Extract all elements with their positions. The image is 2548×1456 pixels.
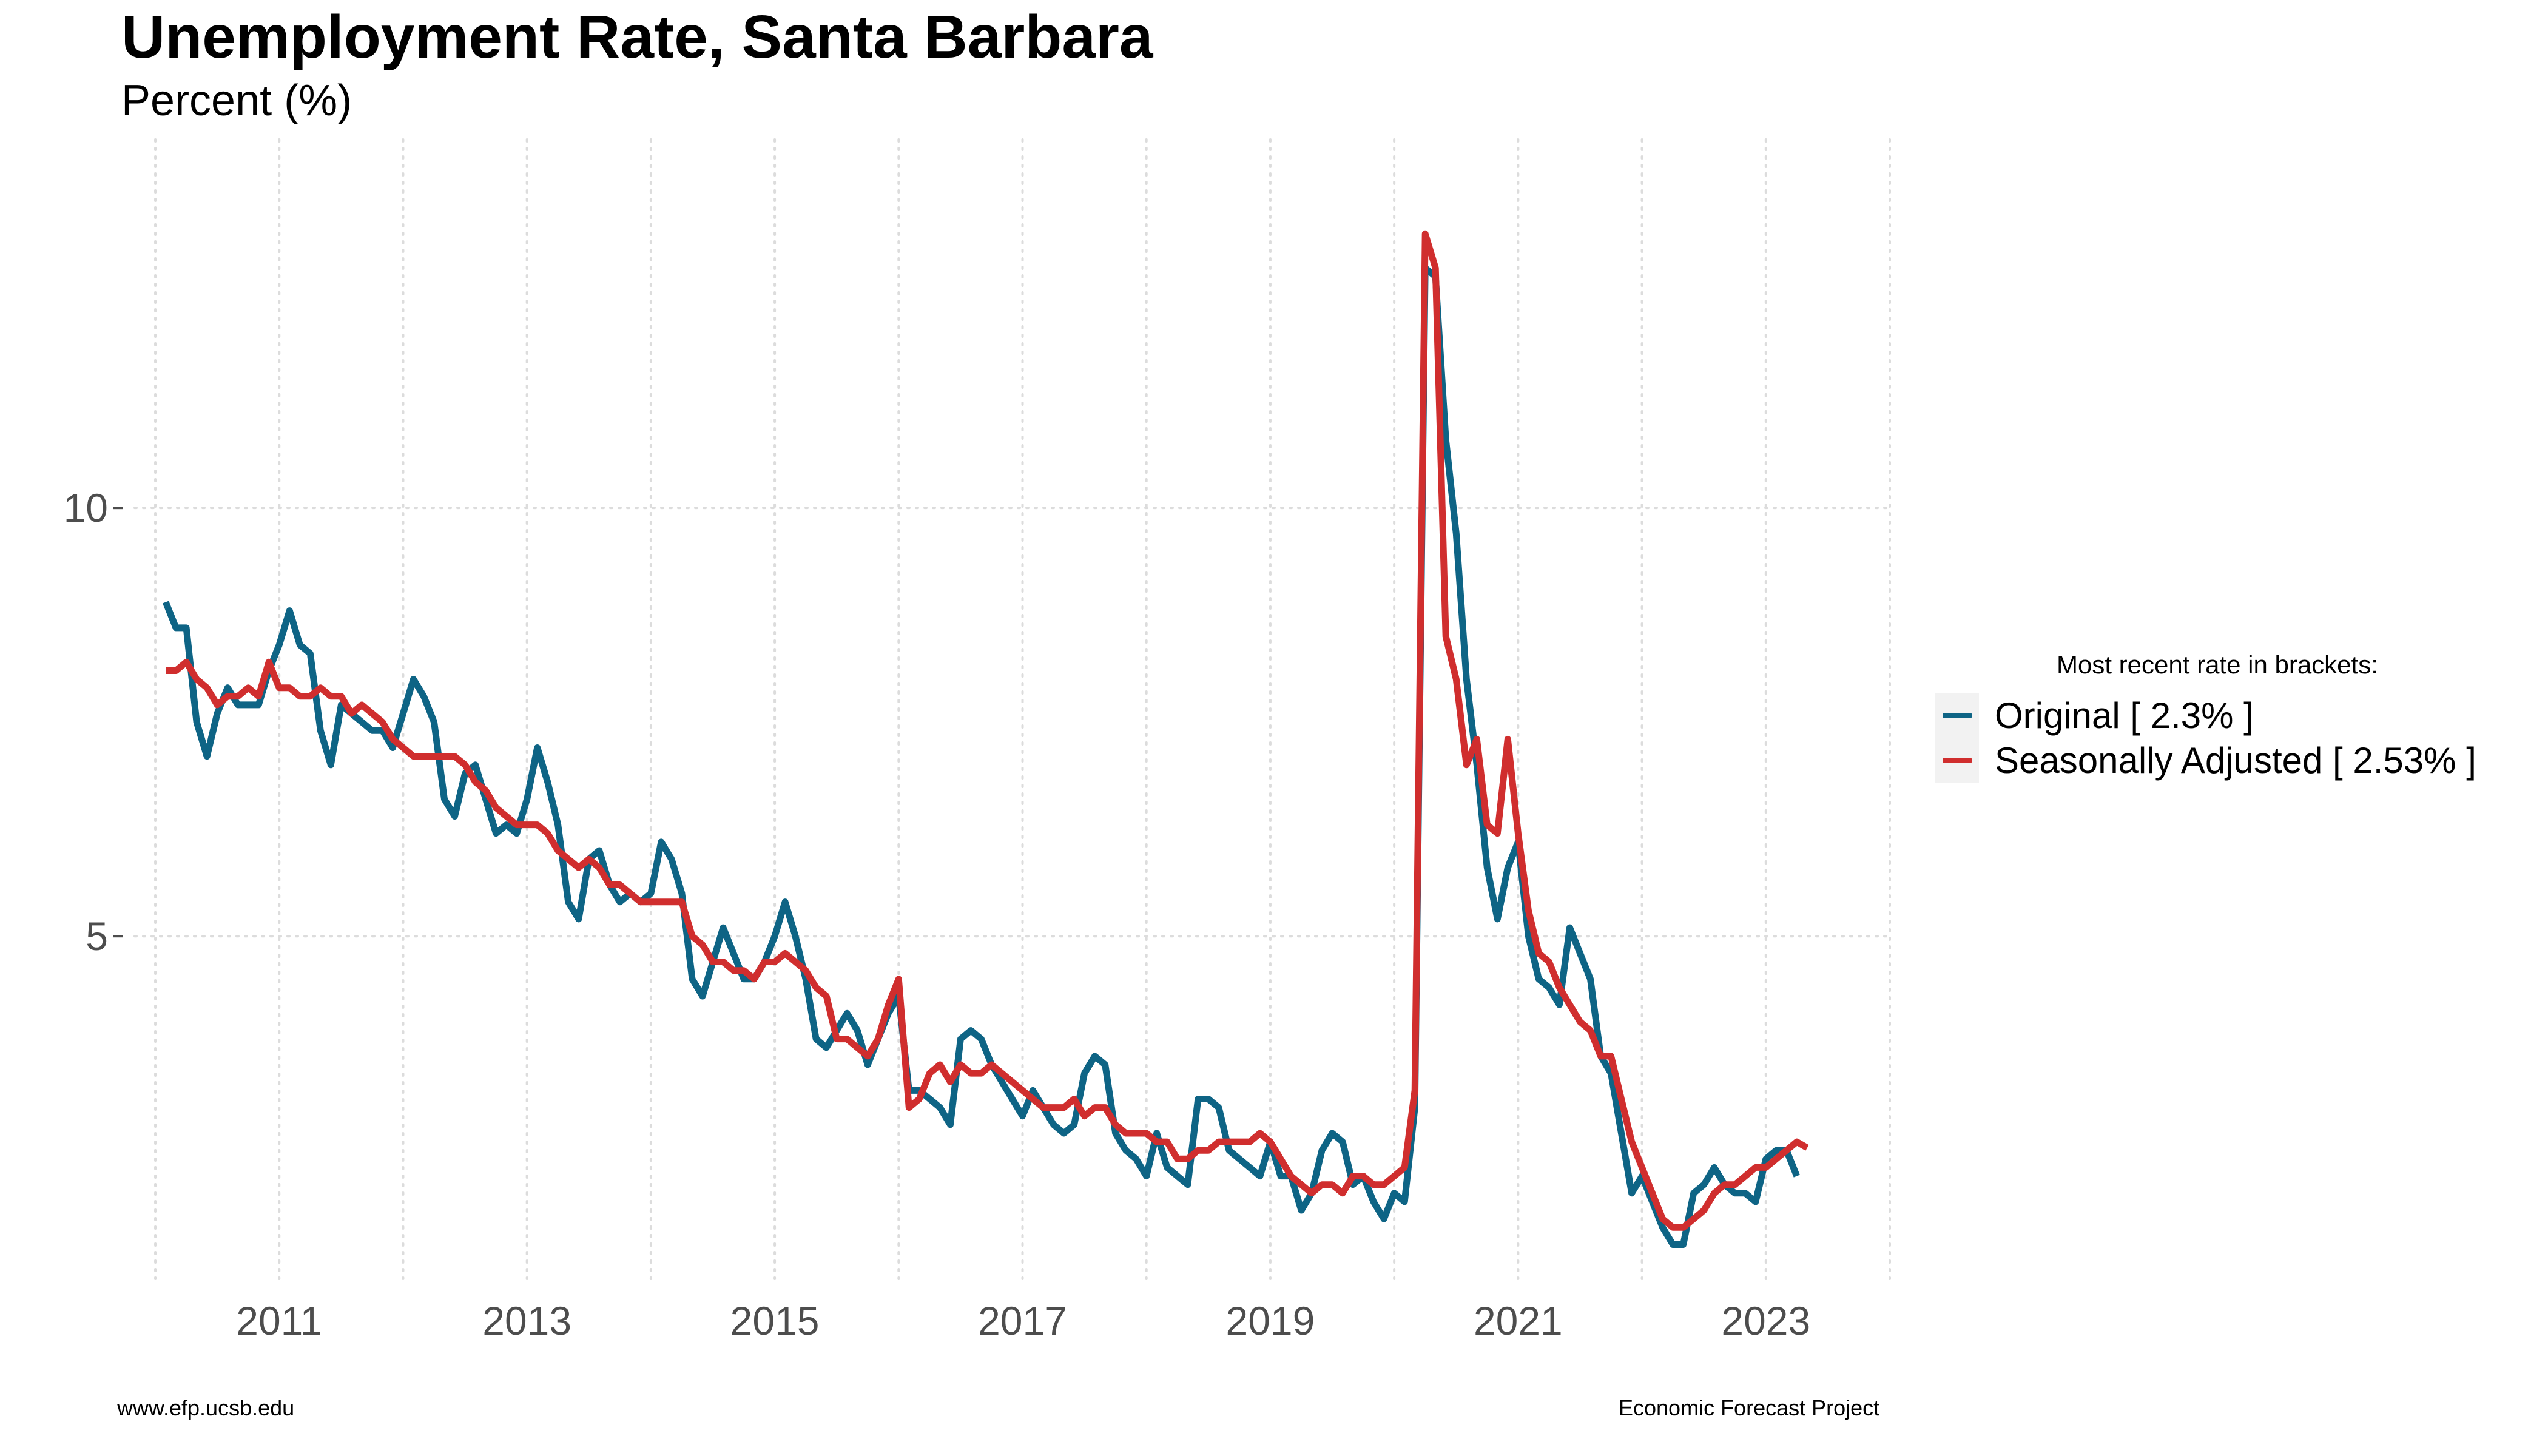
y-tick-label: 5 — [86, 914, 108, 959]
legend-label-original: Original [ 2.3% ] — [1995, 695, 2254, 736]
legend-item-seasonally-adjusted: Seasonally Adjusted [ 2.53% ] — [1935, 738, 2476, 783]
x-tick-label: 2017 — [978, 1298, 1067, 1343]
x-tick-label: 2015 — [730, 1298, 820, 1343]
x-tick-label: 2013 — [482, 1298, 571, 1343]
series-lines — [162, 230, 1809, 1248]
series-line-seasonally-adjusted — [166, 230, 1809, 1231]
grid-lines — [133, 138, 1891, 1280]
legend-label-seasonally-adjusted: Seasonally Adjusted [ 2.53% ] — [1995, 740, 2476, 781]
legend-swatch-seasonally-adjusted — [1943, 758, 1972, 763]
legend-key-seasonally-adjusted — [1935, 738, 1979, 783]
x-tick-label: 2021 — [1474, 1298, 1563, 1343]
x-tick-label: 2023 — [1721, 1298, 1810, 1343]
x-tick-label: 2011 — [236, 1298, 322, 1343]
y-tick-label: 10 — [64, 485, 108, 530]
chart-subtitle: Percent (%) — [121, 76, 352, 125]
legend-swatch-original — [1943, 713, 1972, 718]
x-tick-label: 2019 — [1226, 1298, 1315, 1343]
footer-credit: Economic Forecast Project — [1619, 1395, 1880, 1420]
legend-item-original: Original [ 2.3% ] — [1935, 693, 2254, 738]
footer-source-url: www.efp.ucsb.edu — [117, 1395, 295, 1420]
axes: 2011 2013 2015 2017 2019 2021 2023 5 10 — [64, 485, 1811, 1343]
chart-title: Unemployment Rate, Santa Barbara — [121, 3, 1153, 71]
legend-key-original — [1935, 693, 1979, 738]
legend-title: Most recent rate in brackets: — [2057, 650, 2378, 679]
